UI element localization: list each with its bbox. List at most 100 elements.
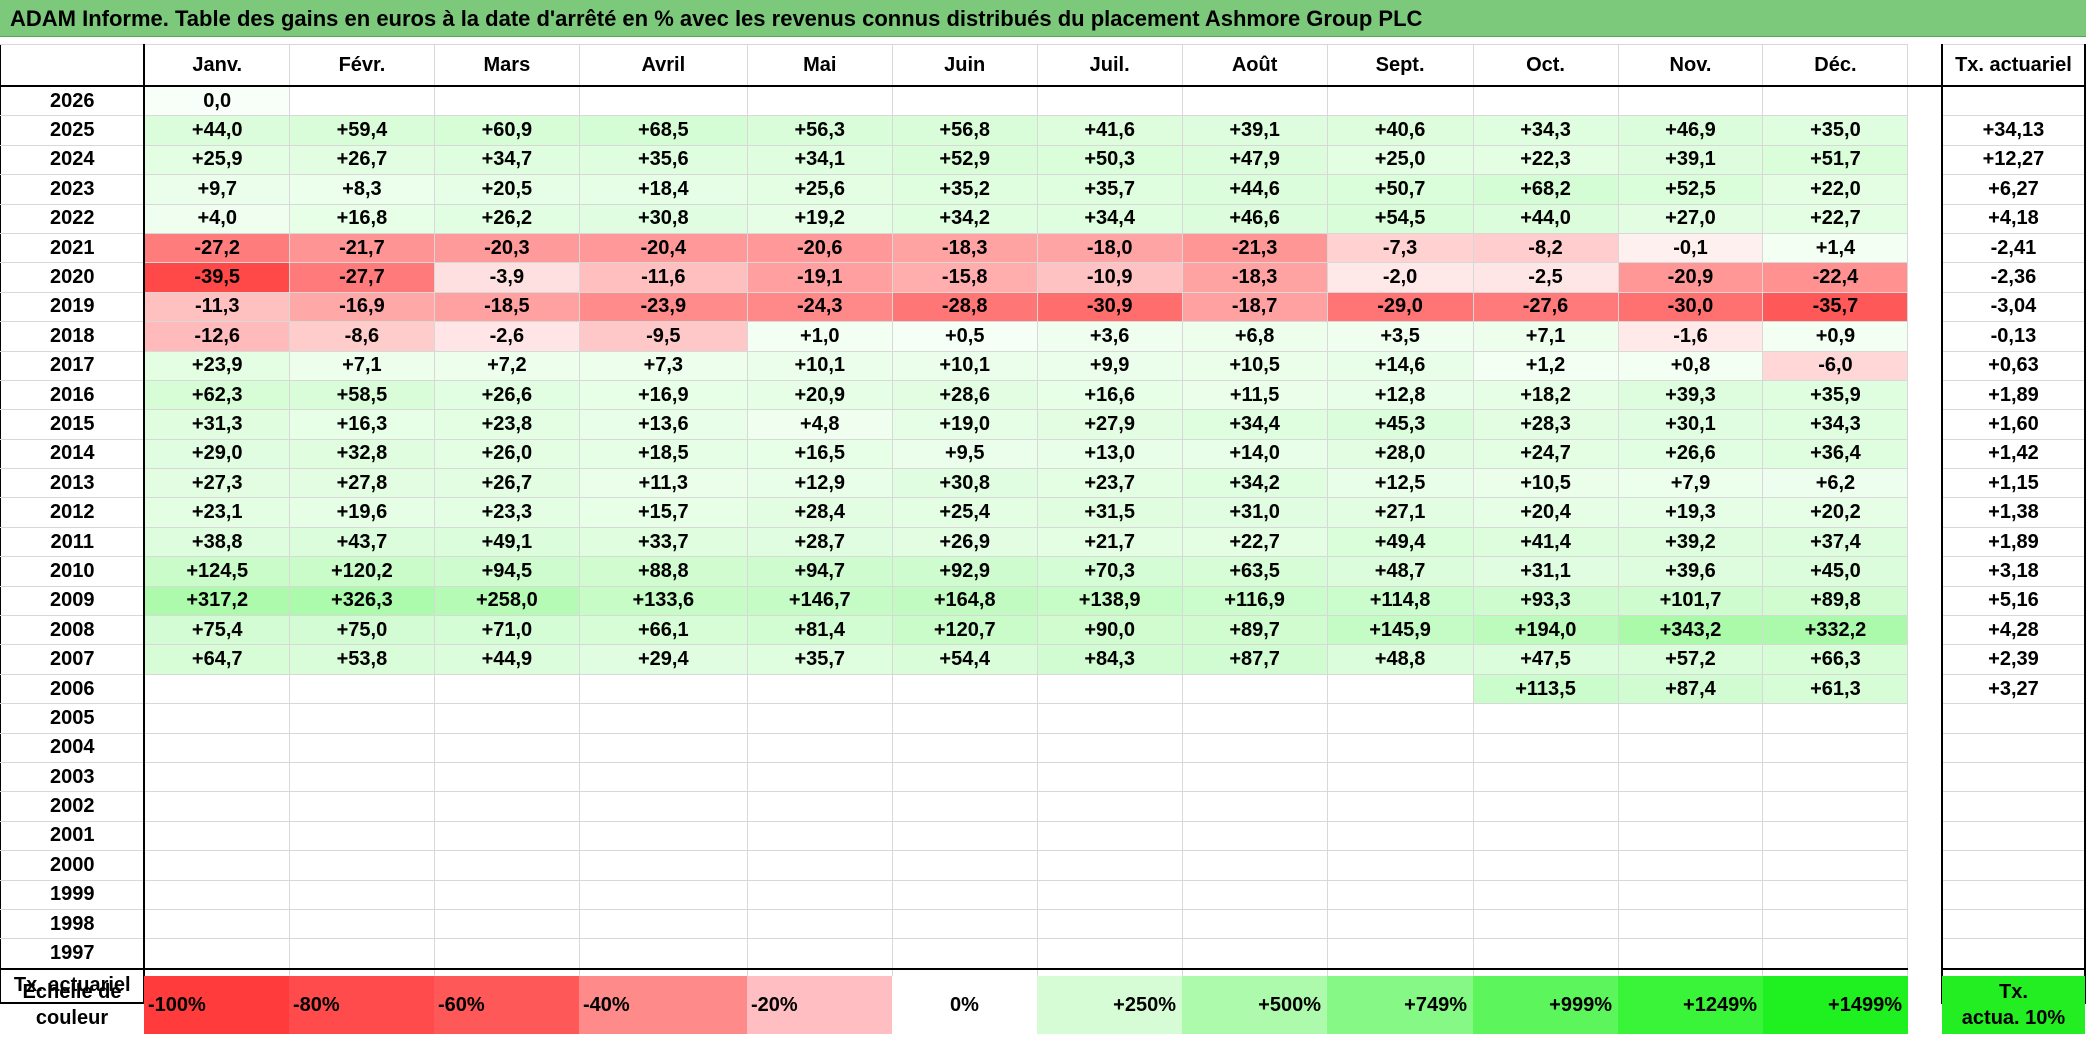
value-cell: +23,3 [433, 497, 580, 528]
value-cell: +26,7 [288, 144, 435, 176]
value-cell [891, 732, 1038, 763]
spacer-cell [1907, 321, 1942, 352]
value-cell: +12,8 [1326, 379, 1474, 411]
value-cell [1617, 761, 1764, 793]
value-cell: -1,6 [1617, 321, 1764, 352]
spacer-cell [1907, 497, 1942, 528]
value-cell: +146,7 [746, 585, 893, 617]
value-cell: +164,8 [891, 585, 1038, 617]
value-cell: +20,9 [746, 379, 893, 411]
annual-rate-cell: +12,27 [1940, 144, 2086, 176]
annual-rate-cell: +4,28 [1940, 615, 2086, 646]
value-cell: -11,6 [578, 262, 748, 293]
value-cell [288, 879, 435, 910]
value-cell [1762, 820, 1909, 852]
value-cell: +31,1 [1472, 556, 1619, 587]
value-cell: -20,9 [1617, 262, 1764, 293]
value-cell: +56,3 [746, 115, 893, 146]
legend-swatch: -40% [579, 976, 747, 1034]
value-cell: +25,0 [1326, 144, 1474, 176]
value-cell [1036, 908, 1183, 940]
value-cell: +52,5 [1617, 174, 1764, 205]
color-scale-legend: Echelle de couleur -100% -80% -60% -40% -20% 0%… [0, 976, 2085, 1034]
value-cell [746, 761, 893, 793]
value-cell: +31,0 [1181, 497, 1328, 528]
spacer-cell [1908, 976, 1942, 1034]
spacer-cell [1907, 703, 1942, 734]
table-row: 2018 -12,6 -8,6 -2,6 -9,5 +1,0 +0,5 +3,6 +6,8 +3,… [0, 321, 2086, 352]
value-cell: -8,6 [288, 321, 435, 352]
value-cell: +52,9 [891, 144, 1038, 176]
value-cell: +22,0 [1762, 174, 1909, 205]
legend-annual-line2: actua. 10% [1961, 1007, 2066, 1029]
value-cell [1472, 850, 1619, 881]
year-label: 2025 [0, 115, 146, 146]
value-cell: -18,0 [1036, 232, 1183, 264]
value-cell [746, 850, 893, 881]
year-label: 2018 [0, 321, 146, 352]
value-cell: +26,6 [433, 379, 580, 411]
spacer-cell [1907, 821, 1942, 851]
value-cell [1617, 732, 1764, 763]
value-cell: +317,2 [143, 585, 290, 617]
value-cell: +10,5 [1472, 468, 1619, 499]
value-cell [1472, 85, 1619, 117]
value-cell: -27,7 [288, 262, 435, 293]
value-cell [1326, 850, 1474, 881]
table-row: 2025 +44,0 +59,4 +60,9 +68,5 +56,3 +56,8 +41,6 +… [0, 115, 2086, 146]
value-cell: +24,7 [1472, 438, 1619, 470]
annual-rate-cell [1940, 85, 2086, 117]
value-cell: +88,8 [578, 556, 748, 587]
value-cell: +20,5 [433, 174, 580, 205]
value-cell: +34,4 [1036, 203, 1183, 234]
value-cell: +41,4 [1472, 526, 1619, 558]
gains-table: Janv. Févr. Mars Avril Mai Juin Juil. Août Sept.… [0, 44, 2086, 1004]
value-cell: +29,0 [143, 438, 290, 470]
annual-rate-cell: +0,63 [1940, 350, 2086, 381]
value-cell [1472, 820, 1619, 852]
value-cell: +7,1 [288, 350, 435, 381]
legend-swatch: -100% [144, 976, 289, 1034]
value-cell [433, 673, 580, 705]
value-cell [578, 761, 748, 793]
month-header: Déc. [1762, 44, 1909, 87]
legend-swatch: -80% [289, 976, 434, 1034]
annual-rate-cell: +6,27 [1940, 174, 2086, 205]
value-cell: +81,4 [746, 615, 893, 646]
year-label: 2006 [0, 673, 146, 705]
spacer-cell [1907, 850, 1942, 881]
value-cell: +50,7 [1326, 174, 1474, 205]
value-cell [1036, 703, 1183, 734]
value-cell [1617, 938, 1764, 970]
value-cell: +16,3 [288, 409, 435, 440]
value-cell [288, 791, 435, 822]
value-cell: +28,0 [1326, 438, 1474, 470]
value-cell [143, 850, 290, 881]
value-cell: +12,9 [746, 468, 893, 499]
spacer-cell [1907, 233, 1942, 263]
value-cell [143, 732, 290, 763]
value-cell [1036, 879, 1183, 910]
legend-swatch: +1499% [1763, 976, 1908, 1034]
value-cell: +68,2 [1472, 174, 1619, 205]
spacer-cell [1907, 674, 1942, 704]
value-cell: -23,9 [578, 291, 748, 323]
value-cell [1472, 703, 1619, 734]
value-cell [1617, 703, 1764, 734]
value-cell [143, 761, 290, 793]
value-cell: +66,3 [1762, 644, 1909, 675]
value-cell [578, 850, 748, 881]
value-cell: -18,3 [1181, 262, 1328, 293]
value-cell: +48,7 [1326, 556, 1474, 587]
value-cell: +51,7 [1762, 144, 1909, 176]
value-cell [746, 732, 893, 763]
value-cell: -18,7 [1181, 291, 1328, 323]
value-cell: +25,9 [143, 144, 290, 176]
value-cell [746, 938, 893, 970]
value-cell: +9,7 [143, 174, 290, 205]
annual-rate-cell [1940, 791, 2086, 822]
value-cell [1472, 938, 1619, 970]
month-header: Nov. [1617, 44, 1764, 87]
spacer-cell [1907, 145, 1942, 175]
value-cell: +0,5 [891, 321, 1038, 352]
